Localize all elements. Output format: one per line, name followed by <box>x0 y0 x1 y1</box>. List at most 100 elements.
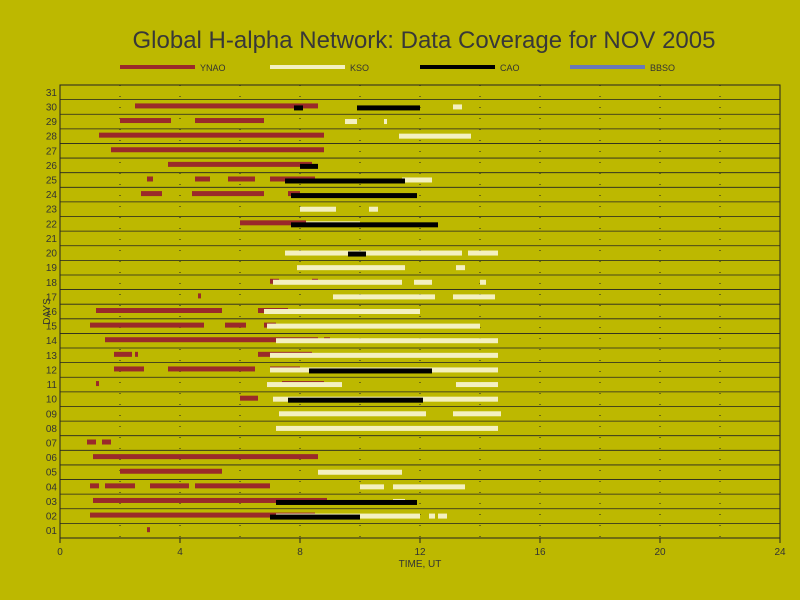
grid <box>60 84 780 539</box>
coverage-bar-kso <box>267 323 480 329</box>
coverage-bar-kso <box>318 469 402 475</box>
y-tick-label: 13 <box>46 351 58 362</box>
legend-swatch-kso <box>270 65 345 69</box>
axes <box>59 84 781 543</box>
coverage-bar-ynao <box>99 132 324 138</box>
x-axis-label: TIME, UT <box>399 559 442 570</box>
coverage-bar-ynao <box>93 497 327 503</box>
coverage-bar-kso <box>480 279 486 285</box>
coverage-bar-kso <box>384 119 387 125</box>
x-tick-label: 20 <box>654 547 666 558</box>
coverage-bar-ynao <box>105 337 318 343</box>
coverage-bar-cao <box>309 368 432 374</box>
legend-label-kso: KSO <box>350 63 369 73</box>
y-tick-label: 28 <box>46 132 58 143</box>
coverage-bar-kso <box>345 119 357 125</box>
coverage-bar-ynao <box>111 147 324 153</box>
coverage-bar-kso <box>267 382 342 388</box>
y-tick-label: 11 <box>47 380 58 391</box>
coverage-bar-ynao <box>96 381 99 387</box>
coverage-bar-ynao <box>168 161 312 167</box>
coverage-bar-ynao <box>240 220 306 226</box>
coverage-bar-kso <box>456 382 498 388</box>
coverage-bar-ynao <box>90 483 99 489</box>
y-tick-label: 31 <box>46 88 58 99</box>
coverage-bar-cao <box>348 251 366 257</box>
coverage-bar-cao <box>291 222 438 228</box>
y-tick-label: 17 <box>46 292 58 303</box>
coverage-bar-ynao <box>141 191 162 197</box>
coverage-bar-ynao <box>105 483 135 489</box>
y-tick-label: 20 <box>46 249 58 260</box>
coverage-bar-ynao <box>114 351 132 357</box>
coverage-bar-cao <box>294 105 303 111</box>
x-tick-label: 16 <box>534 547 546 558</box>
y-tick-label: 10 <box>46 395 58 406</box>
x-tick-label: 12 <box>414 547 426 558</box>
coverage-bar-cao <box>357 105 420 111</box>
y-tick-label: 04 <box>46 482 58 493</box>
x-tick-label: 4 <box>177 547 183 558</box>
y-tick-label: 27 <box>46 146 58 157</box>
coverage-bar-ynao <box>195 176 210 182</box>
y-tick-label: 19 <box>46 263 58 274</box>
coverage-bar-kso <box>300 206 336 212</box>
coverage-bar-cao <box>288 397 423 403</box>
coverage-bar-ynao <box>147 527 150 533</box>
coverage-bar-ynao <box>120 468 222 474</box>
coverage-bar-kso <box>279 411 426 417</box>
coverage-bar-kso <box>402 177 432 183</box>
coverage-bar-kso <box>270 352 498 358</box>
coverage-bar-ynao <box>102 439 111 445</box>
coverage-bar-ynao <box>90 512 315 518</box>
y-tick-label: 16 <box>46 307 58 318</box>
coverage-bar-ynao <box>150 483 189 489</box>
chart-title: Global H-alpha Network: Data Coverage fo… <box>132 27 716 54</box>
coverage-bar-kso <box>399 133 471 139</box>
y-tick-label: 09 <box>46 409 58 420</box>
y-tick-label: 26 <box>46 161 58 172</box>
coverage-bar-kso <box>276 338 498 344</box>
coverage-bar-kso <box>276 425 498 431</box>
coverage-bar-cao <box>300 163 318 169</box>
coverage-bar-ynao <box>120 118 171 124</box>
x-tick-label: 8 <box>297 547 303 558</box>
coverage-bar-cao <box>285 178 405 184</box>
coverage-bar-ynao <box>240 395 258 401</box>
coverage-bar-kso <box>429 513 435 519</box>
legend-label-bbso: BBSO <box>650 63 675 73</box>
coverage-bar-kso <box>297 265 405 271</box>
coverage-bars <box>87 103 501 533</box>
y-tick-label: 08 <box>46 424 58 435</box>
coverage-bar-kso <box>453 104 462 110</box>
legend-label-cao: CAO <box>500 63 520 73</box>
y-tick-label: 07 <box>46 439 58 450</box>
y-tick-label: 03 <box>46 497 58 508</box>
coverage-bar-cao <box>276 499 417 505</box>
coverage-bar-ynao <box>195 118 264 124</box>
legend-swatch-cao <box>420 65 495 69</box>
coverage-bar-kso <box>273 279 402 285</box>
y-tick-label: 25 <box>46 175 58 186</box>
y-tick-label: 24 <box>46 190 58 201</box>
y-tick-label: 21 <box>46 234 58 245</box>
coverage-bar-kso <box>453 294 495 300</box>
legend-swatch-bbso <box>570 65 645 69</box>
coverage-bar-kso <box>456 265 465 271</box>
coverage-bar-ynao <box>96 308 222 313</box>
y-tick-label: 12 <box>46 365 58 376</box>
coverage-bar-ynao <box>192 191 264 197</box>
y-tick-label: 22 <box>46 219 58 230</box>
coverage-bar-cao <box>291 193 417 199</box>
coverage-bar-ynao <box>90 322 204 328</box>
coverage-bar-ynao <box>135 103 318 109</box>
coverage-bar-ynao <box>228 176 255 182</box>
coverage-bar-ynao <box>87 439 96 445</box>
y-tick-label: 29 <box>46 117 58 128</box>
y-tick-label: 14 <box>46 336 58 347</box>
tick-labels: 0 4 8 12 16 20 2401020304050607080910111213141… <box>46 88 786 558</box>
coverage-bar-kso <box>360 484 384 490</box>
y-tick-label: 06 <box>46 453 58 464</box>
coverage-bar-kso <box>333 294 435 300</box>
